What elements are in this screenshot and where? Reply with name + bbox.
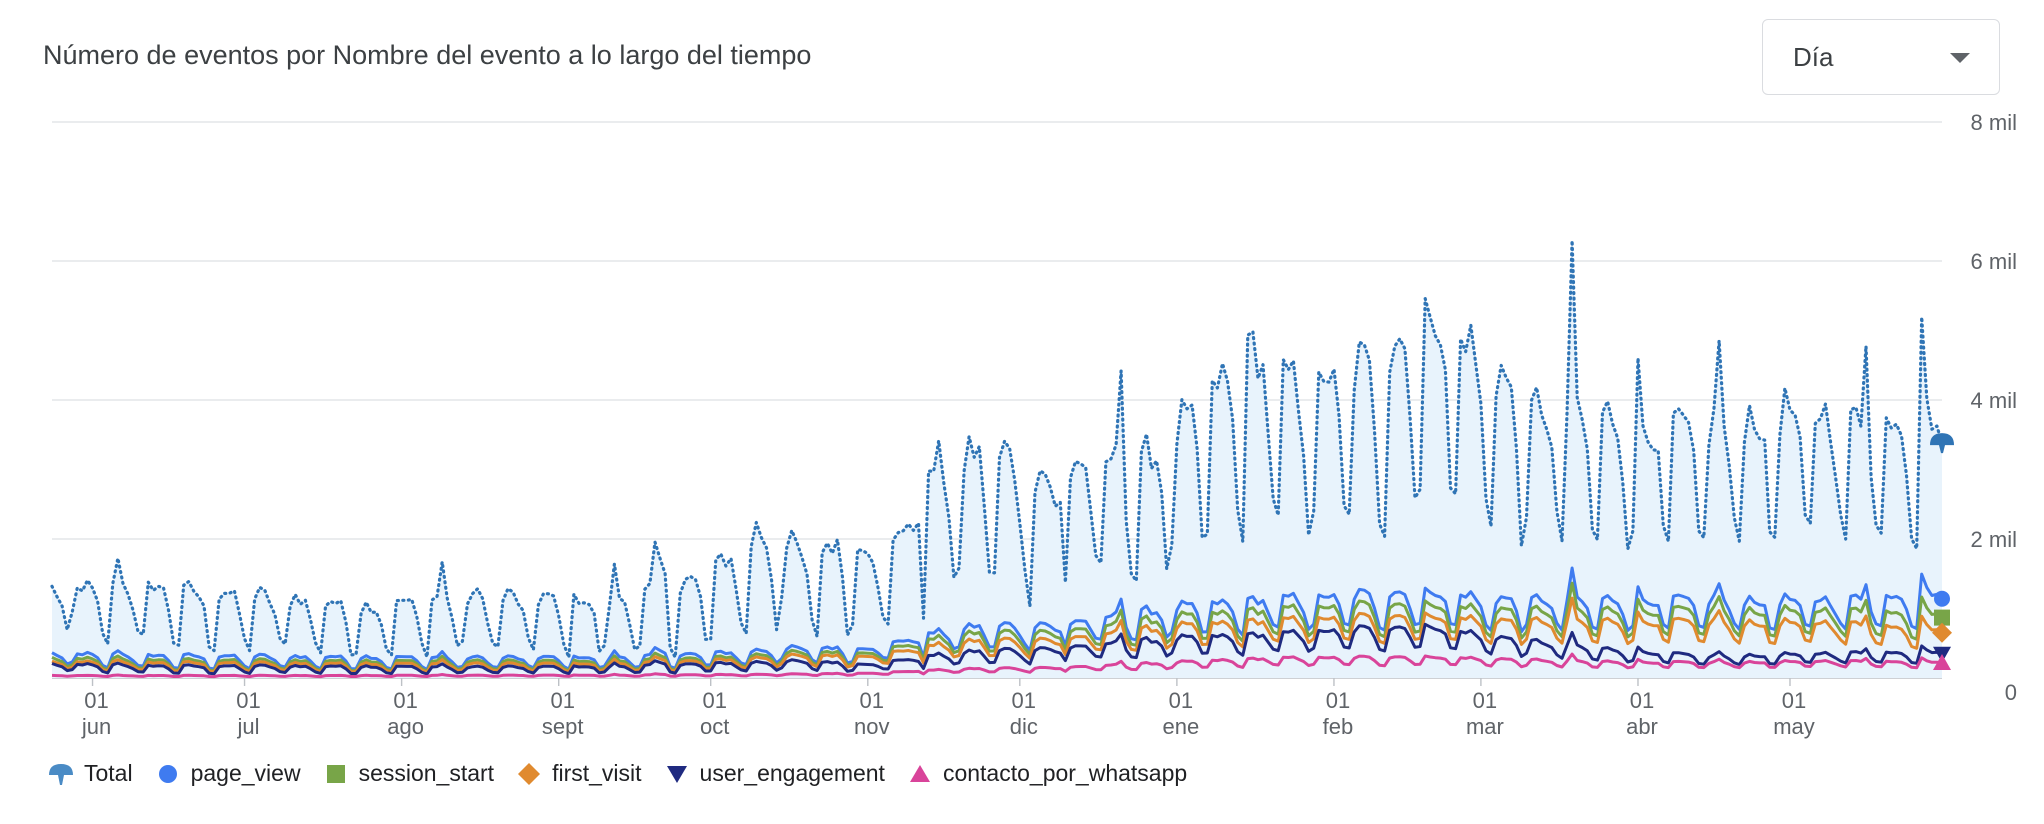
x-tick-day: 01	[236, 688, 260, 713]
x-tick-month: nov	[854, 714, 889, 739]
x-tick-month: ago	[387, 714, 424, 739]
chart-y-axis: 0 2 mil 4 mil 6 mil 8 mil	[1971, 110, 2017, 705]
diamond-icon	[518, 762, 541, 785]
legend-label: contacto_por_whatsapp	[942, 760, 1188, 786]
marker-contacto_por_whatsapp	[1933, 654, 1951, 671]
marker-page_view	[1934, 590, 1950, 607]
chart-series	[50, 239, 1944, 679]
legend-label: page_view	[190, 760, 301, 786]
x-tick-day: 01	[84, 688, 108, 713]
legend-item-first_visit[interactable]: first_visit	[516, 760, 642, 787]
x-tick-month: sept	[542, 714, 584, 739]
page-title: Número de eventos por Nombre del evento …	[43, 40, 812, 70]
chart-area	[52, 240, 1942, 678]
legend-item-session_start[interactable]: session_start	[323, 760, 495, 787]
series-line-session_start	[51, 581, 1943, 673]
series-line-page_view	[51, 566, 1943, 672]
x-tick-day: 01	[1782, 688, 1806, 713]
triangle-down-icon	[666, 765, 687, 783]
series-line-first_visit	[51, 596, 1943, 674]
x-tick-day: 01	[702, 688, 726, 713]
chevron-down-icon	[1950, 53, 1970, 63]
x-tick-day: 01	[393, 688, 417, 713]
series-area-total	[52, 240, 1942, 678]
series-line-Total	[50, 239, 1944, 659]
square-icon	[326, 764, 345, 783]
x-tick-month: jul	[237, 714, 260, 739]
legend-item-page_view[interactable]: page_view	[155, 760, 301, 787]
triangle-up-icon	[909, 764, 930, 782]
x-tick-day: 01	[1169, 688, 1193, 713]
legend-item-user_engagement[interactable]: user_engagement	[664, 760, 885, 787]
marker-first_visit	[1932, 622, 1952, 643]
x-tick-day: 01	[550, 688, 574, 713]
y-tick-label: 8 mil	[1971, 110, 2017, 135]
x-tick-month: oct	[700, 714, 729, 739]
x-tick-month: ene	[1163, 714, 1200, 739]
x-tick-day: 01	[1326, 688, 1350, 713]
cloud-icon	[49, 763, 73, 785]
x-tick-month: feb	[1323, 714, 1354, 739]
series-line-contacto_por_whatsapp	[51, 652, 1943, 679]
x-tick-month: mar	[1466, 714, 1504, 739]
y-tick-label: 2 mil	[1971, 527, 2017, 552]
series-line-user_engagement	[51, 622, 1943, 676]
y-tick-label: 4 mil	[1971, 388, 2017, 413]
x-tick-month: abr	[1626, 714, 1658, 739]
legend-label: first_visit	[552, 760, 642, 786]
x-tick-month: may	[1773, 714, 1815, 739]
marker-Total	[1930, 433, 1954, 454]
marker-session_start	[1934, 609, 1950, 626]
x-tick-day: 01	[1473, 688, 1497, 713]
legend-item-contacto_por_whatsapp[interactable]: contacto_por_whatsapp	[907, 760, 1187, 787]
chart-legend: Total page_view session_start first_visit us…	[48, 760, 1209, 787]
events-line-chart: 01jun01jul01ago01sept01oct01nov01dic01en…	[50, 110, 2017, 739]
x-tick-day: 01	[1630, 688, 1654, 713]
legend-label: Total	[84, 760, 133, 786]
x-tick-day: 01	[860, 688, 884, 713]
x-tick-month: jun	[81, 714, 111, 739]
chart-end-markers	[1930, 433, 1954, 671]
legend-label: session_start	[358, 760, 495, 786]
x-tick-day: 01	[1012, 688, 1036, 713]
legend-label: user_engagement	[699, 760, 885, 786]
granularity-selected: Día	[1793, 42, 1834, 72]
legend-item-Total[interactable]: Total	[48, 760, 133, 787]
chart-x-axis: 01jun01jul01ago01sept01oct01nov01dic01en…	[81, 678, 1815, 739]
granularity-dropdown[interactable]: Día	[1762, 19, 2000, 95]
y-tick-label: 0	[2005, 680, 2017, 705]
x-tick-month: dic	[1010, 714, 1038, 739]
y-tick-label: 6 mil	[1971, 249, 2017, 274]
circle-icon	[158, 764, 177, 783]
